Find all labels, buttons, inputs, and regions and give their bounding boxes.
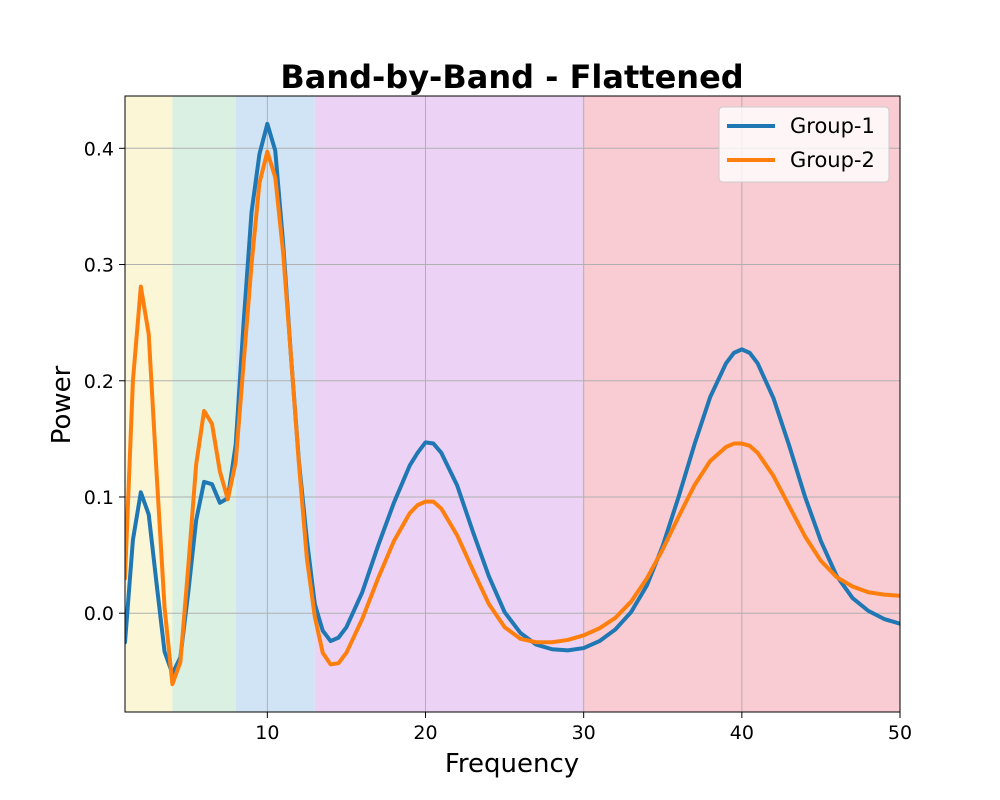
band-3 [314, 96, 584, 712]
y-tick-label-1: 0.1 [84, 487, 114, 509]
x-tick-label-0: 10 [255, 722, 279, 744]
x-tick-label-4: 50 [888, 722, 912, 744]
plot-frame [124, 95, 901, 713]
legend-label-group-1: Group-1 [790, 114, 875, 138]
y-tick-label-4: 0.4 [84, 138, 114, 160]
legend-label-group-2: Group-2 [790, 148, 875, 172]
grid-lines [125, 96, 901, 712]
y-axis-label: Power [47, 365, 77, 444]
series-line-group-1 [125, 121, 900, 676]
x-tick-label-3: 40 [730, 722, 754, 744]
y-tick-label-3: 0.3 [84, 255, 114, 277]
chart-title: Band-by-Band - Flattened [280, 58, 743, 96]
legend: Group-1 Group-2 [718, 106, 890, 183]
x-axis-label: Frequency [445, 749, 579, 779]
series-lines [125, 121, 900, 687]
x-tick-label-1: 20 [413, 722, 437, 744]
y-tick-label-0: 0.0 [84, 603, 114, 625]
band-2 [235, 96, 315, 712]
series-line-group-2 [125, 149, 900, 687]
x-tick-label-2: 30 [572, 722, 596, 744]
y-tick-label-2: 0.2 [84, 371, 114, 393]
axis-ticks: 10 20 30 40 50 0.0 0.1 0.2 0.3 0.4 [84, 138, 912, 744]
